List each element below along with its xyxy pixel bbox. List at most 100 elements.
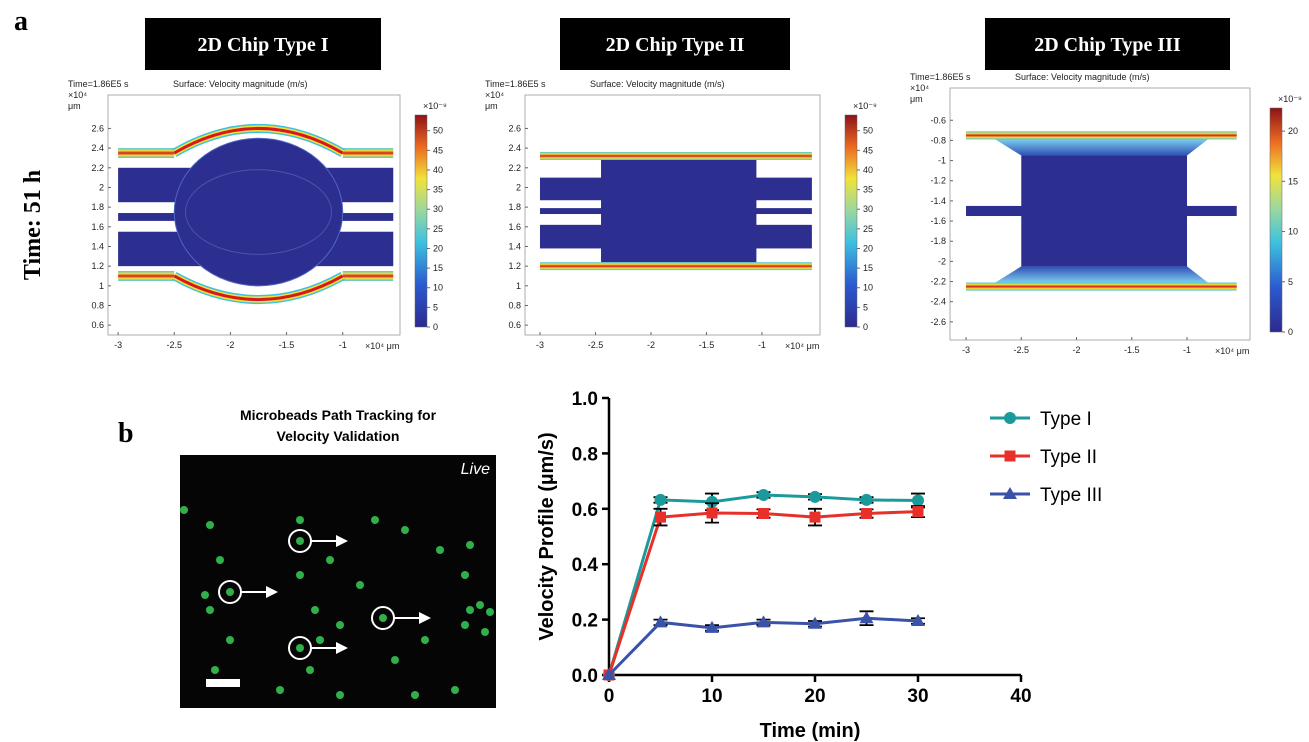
track-arrowhead [336,642,348,654]
title-box [145,18,381,70]
legend-marker [1003,487,1017,499]
y-tick-label: 0.8 [91,300,104,310]
y-exp: ×10⁴ [485,90,504,100]
geometry [184,169,332,255]
geometry [539,152,812,160]
bead [436,546,444,554]
y-tick-label: 0.8 [572,444,598,465]
legend-label: Type I [1040,409,1092,430]
cb-tick-label: 10 [1288,227,1298,237]
marker [757,488,770,501]
bead [296,516,304,524]
cb-exp: ×10⁻⁹ [1278,94,1302,104]
colorbar [844,114,858,328]
y-tick-label: -2.2 [930,277,946,287]
x-tick-label: 40 [1010,686,1031,707]
cb-tick-label: 15 [863,263,873,273]
cb-tick-label: 20 [433,243,443,253]
marker [808,616,822,629]
y-tick-label: -1.4 [930,196,946,206]
bead [421,636,429,644]
image-title: Velocity Validation [277,428,400,444]
marker [758,508,769,520]
image-title: Microbeads Path Tracking for [240,407,437,423]
x-tick-label: -1.5 [699,340,715,350]
legend-marker [1004,412,1016,424]
cb-tick-label: 50 [433,126,443,136]
cb-tick-label: 0 [433,322,438,332]
bead [206,521,214,529]
bead [296,537,304,545]
cb-exp: ×10⁻⁹ [423,101,447,111]
marker [859,611,874,624]
y-tick-label: 1 [516,281,521,291]
cb-tick-label: 20 [1288,126,1298,136]
marker [912,506,924,518]
image-tag: Live [461,461,490,478]
track-arrowhead [266,586,278,598]
y-tick-label: 0.6 [508,320,521,330]
geometry [539,262,812,271]
bead [411,691,419,699]
bead [276,686,284,694]
bead [336,691,344,699]
y-tick-label: 1 [99,281,104,291]
track-arrowhead [336,535,348,547]
sim-surface: Surface: Velocity magnitude (m/s) [173,79,308,89]
y-tick-label: 1.6 [508,222,521,232]
cb-tick-label: 10 [433,283,443,293]
y-tick-label: -1 [938,156,946,166]
title-box [560,18,790,70]
bead [461,571,469,579]
y-axis-label: Velocity Profile (µm/s) [536,432,558,640]
bead [211,666,219,674]
y-tick-label: 2.4 [91,143,104,153]
marker [860,493,873,506]
x-unit: ×10⁴ μm [365,341,399,351]
bead [379,614,387,622]
cb-tick-label: 25 [433,224,443,234]
bead [371,516,379,524]
geometry [118,271,175,281]
bead [201,591,209,599]
y-tick-label: 2.2 [91,163,104,173]
bead [476,601,484,609]
y-exp: ×10⁴ [910,83,929,93]
x-unit: ×10⁴ μm [1215,346,1249,356]
bead [311,606,319,614]
x-tick-label: 0 [604,686,615,707]
bead [316,636,324,644]
cb-tick-label: 15 [1288,176,1298,186]
geometry [173,137,344,287]
panel-label: b [118,418,134,449]
x-tick-label: -3 [962,345,970,355]
cb-tick-label: 40 [433,165,443,175]
legend-label: Type II [1040,447,1097,468]
y-tick-label: 1.8 [91,202,104,212]
y-tick-label: -0.6 [930,115,946,125]
cb-tick-label: 25 [863,224,873,234]
x-axis-label: Time (min) [760,720,861,742]
title-box [985,18,1230,70]
x-unit: ×10⁴ μm [785,341,819,351]
cb-exp: ×10⁻⁹ [853,101,877,111]
y-tick-label: 1.6 [91,222,104,232]
bead [451,686,459,694]
x-tick-label: 20 [804,686,825,707]
sim-time: Time=1.86E5 s [68,79,129,89]
y-unit: μm [910,94,923,104]
cb-tick-label: 35 [863,185,873,195]
x-tick-label: -2 [647,340,655,350]
side-label: Time: 51 h [20,170,46,280]
bead [481,628,489,636]
cb-tick-label: 0 [863,322,868,332]
geometry [118,148,175,158]
x-tick-label: -1.5 [1124,345,1140,355]
panel-title: 2D Chip Type II [606,34,745,56]
marker [861,508,872,520]
y-tick-label: -1.8 [930,236,946,246]
track-arrowhead [419,612,431,624]
y-tick-label: 0.0 [572,666,598,687]
y-tick-label: 2.6 [91,123,104,133]
